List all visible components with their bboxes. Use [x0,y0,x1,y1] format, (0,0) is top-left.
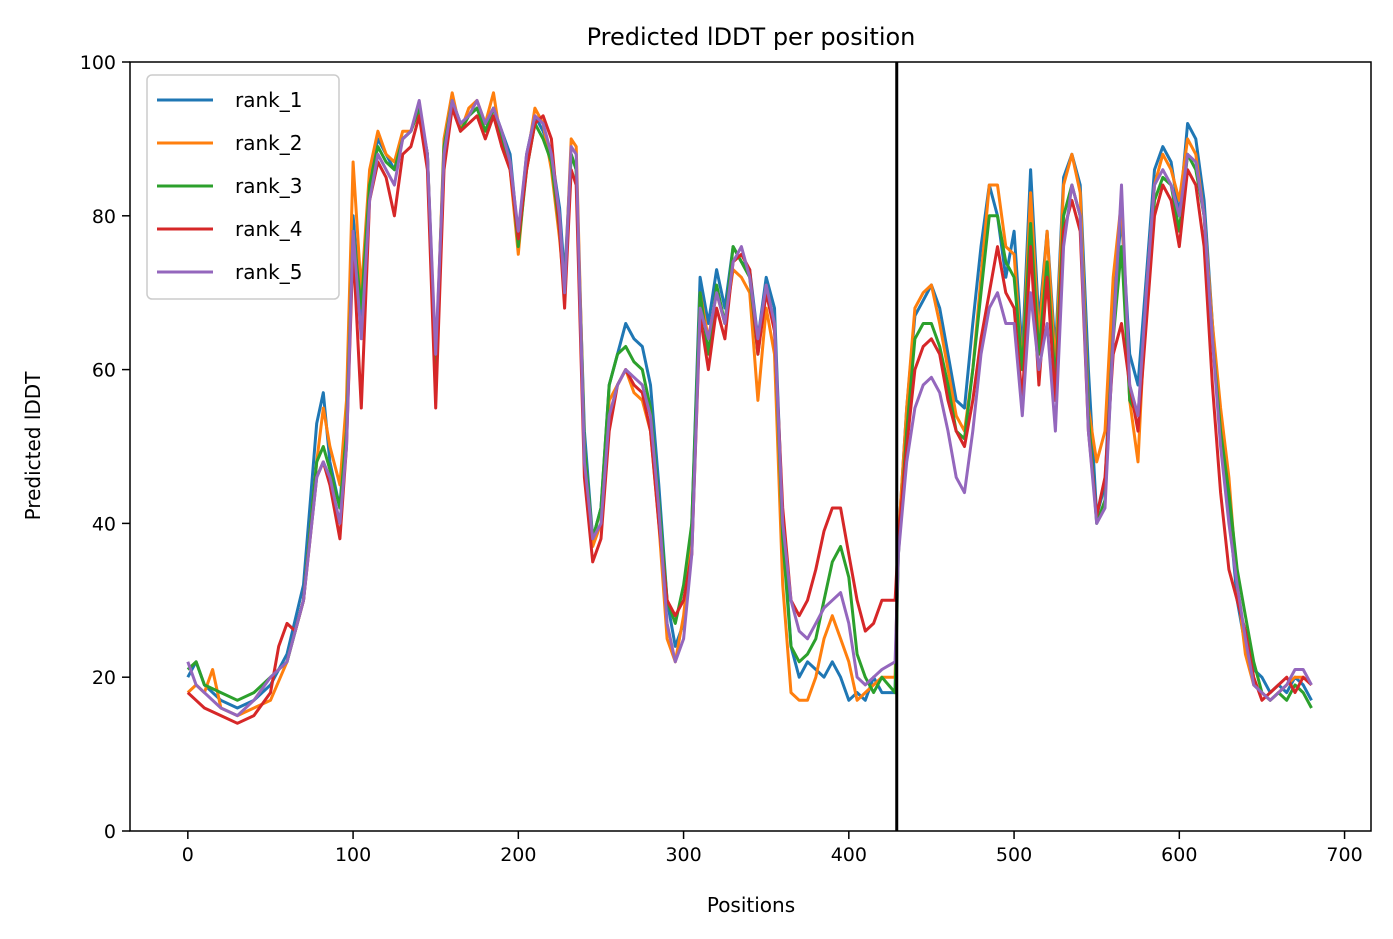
y-tick-label: 20 [92,667,116,689]
x-tick-label: 400 [831,844,867,866]
legend-box [146,74,340,300]
y-tick-label: 100 [80,52,116,74]
legend-label-rank_5: rank_5 [235,260,302,284]
y-tick-label: 60 [92,360,116,382]
plot-area: 0 100 200 300 400 500 600 700 0 20 40 60 80 100 [80,52,1372,866]
y-tick-label: 40 [92,513,116,535]
x-tick-label: 0 [182,844,194,866]
y-axis-label: Predicted lDDT [21,371,45,521]
x-tick-label: 700 [1326,844,1362,866]
x-tick-label: 300 [665,844,701,866]
chart-title: Predicted lDDT per position [587,23,916,51]
series-line-rank_2 [186,91,1313,718]
legend-label-rank_4: rank_4 [235,217,302,241]
series-line-rank_5 [186,99,1313,718]
y-tick-label: 80 [92,206,116,228]
x-tick-label: 200 [500,844,536,866]
legend-label-rank_1: rank_1 [235,88,302,112]
x-tick-label: 100 [335,844,371,866]
legend-label-rank_2: rank_2 [235,131,302,155]
legend: rank_1 rank_2 rank_3 rank_4 rank_5 [146,74,340,300]
plot-frame [129,61,1372,832]
x-axis-label: Positions [707,893,795,917]
x-tick-label: 600 [1161,844,1197,866]
x-tick-label: 500 [996,844,1032,866]
y-tick-label: 0 [104,821,116,843]
legend-label-rank_3: rank_3 [235,174,302,198]
